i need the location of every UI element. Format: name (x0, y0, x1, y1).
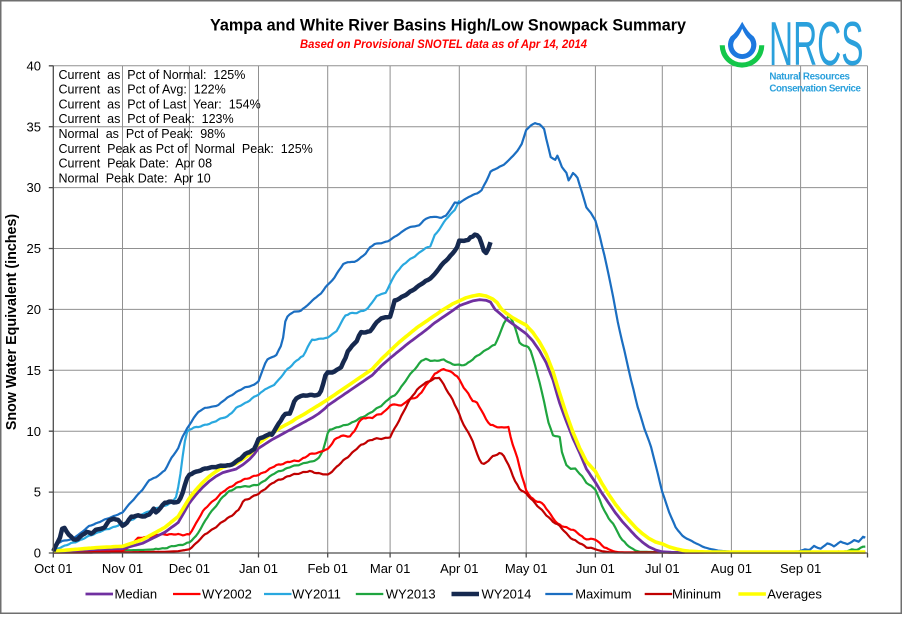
svg-text:25: 25 (27, 241, 41, 256)
svg-text:WY2013: WY2013 (386, 587, 436, 602)
svg-text:Dec 01: Dec 01 (169, 561, 210, 576)
svg-text:30: 30 (27, 180, 41, 195)
svg-text:5: 5 (34, 485, 41, 500)
svg-text:Current as Pct of Last Year: Current as Pct of Last Year: 154% (59, 97, 261, 111)
svg-text:20: 20 (27, 302, 41, 317)
svg-text:NRCS: NRCS (769, 9, 864, 79)
svg-text:Nov 01: Nov 01 (102, 561, 143, 576)
svg-text:40: 40 (27, 58, 41, 73)
svg-text:Aug 01: Aug 01 (711, 561, 752, 576)
svg-text:Mininum: Mininum (672, 587, 721, 602)
svg-text:Jun 01: Jun 01 (576, 561, 615, 576)
svg-text:Jan 01: Jan 01 (239, 561, 278, 576)
svg-text:Snow Water Equivalent (inches): Snow Water Equivalent (inches) (4, 214, 20, 431)
svg-text:Sep 01: Sep 01 (780, 561, 821, 576)
svg-text:Maximum: Maximum (575, 587, 631, 602)
svg-text:15: 15 (27, 363, 41, 378)
svg-text:0: 0 (34, 546, 41, 561)
svg-text:35: 35 (27, 119, 41, 134)
svg-text:Current as Pct of Avg: 122%: Current as Pct of Avg: 122% (59, 83, 226, 97)
svg-text:Based on Provisional SNOTEL da: Based on Provisional SNOTEL data as of A… (300, 39, 588, 51)
svg-text:WY2002: WY2002 (202, 587, 252, 602)
svg-text:Jul 01: Jul 01 (645, 561, 680, 576)
svg-text:Current Peak Date: Apr 08: Current Peak Date: Apr 08 (59, 157, 213, 171)
svg-text:Current Peak as Pct of Norma: Current Peak as Pct of Normal Peak: 125% (59, 142, 313, 156)
svg-text:Current as Pct of Peak: 123: Current as Pct of Peak: 123% (59, 112, 234, 126)
svg-text:Natural Resources: Natural Resources (769, 72, 850, 83)
svg-text:WY2014: WY2014 (482, 587, 532, 602)
svg-text:May 01: May 01 (505, 561, 548, 576)
svg-text:Averages: Averages (767, 587, 822, 602)
svg-text:Feb 01: Feb 01 (307, 561, 347, 576)
svg-text:Conservation Service: Conservation Service (769, 83, 861, 94)
svg-text:Oct 01: Oct 01 (34, 561, 72, 576)
svg-text:Median: Median (115, 587, 158, 602)
svg-text:Current as Pct of Normal: 1: Current as Pct of Normal: 125% (59, 68, 246, 82)
svg-text:Apr 01: Apr 01 (440, 561, 478, 576)
svg-text:WY2011: WY2011 (292, 587, 341, 602)
svg-text:Normal Peak Date: Apr 10: Normal Peak Date: Apr 10 (59, 171, 211, 185)
svg-text:10: 10 (27, 424, 41, 439)
svg-text:Yampa and White River Basins H: Yampa and White River Basins High/Low Sn… (210, 17, 687, 35)
svg-text:Normal as Pct of Peak: 98%: Normal as Pct of Peak: 98% (59, 127, 226, 141)
svg-text:Mar 01: Mar 01 (370, 561, 410, 576)
